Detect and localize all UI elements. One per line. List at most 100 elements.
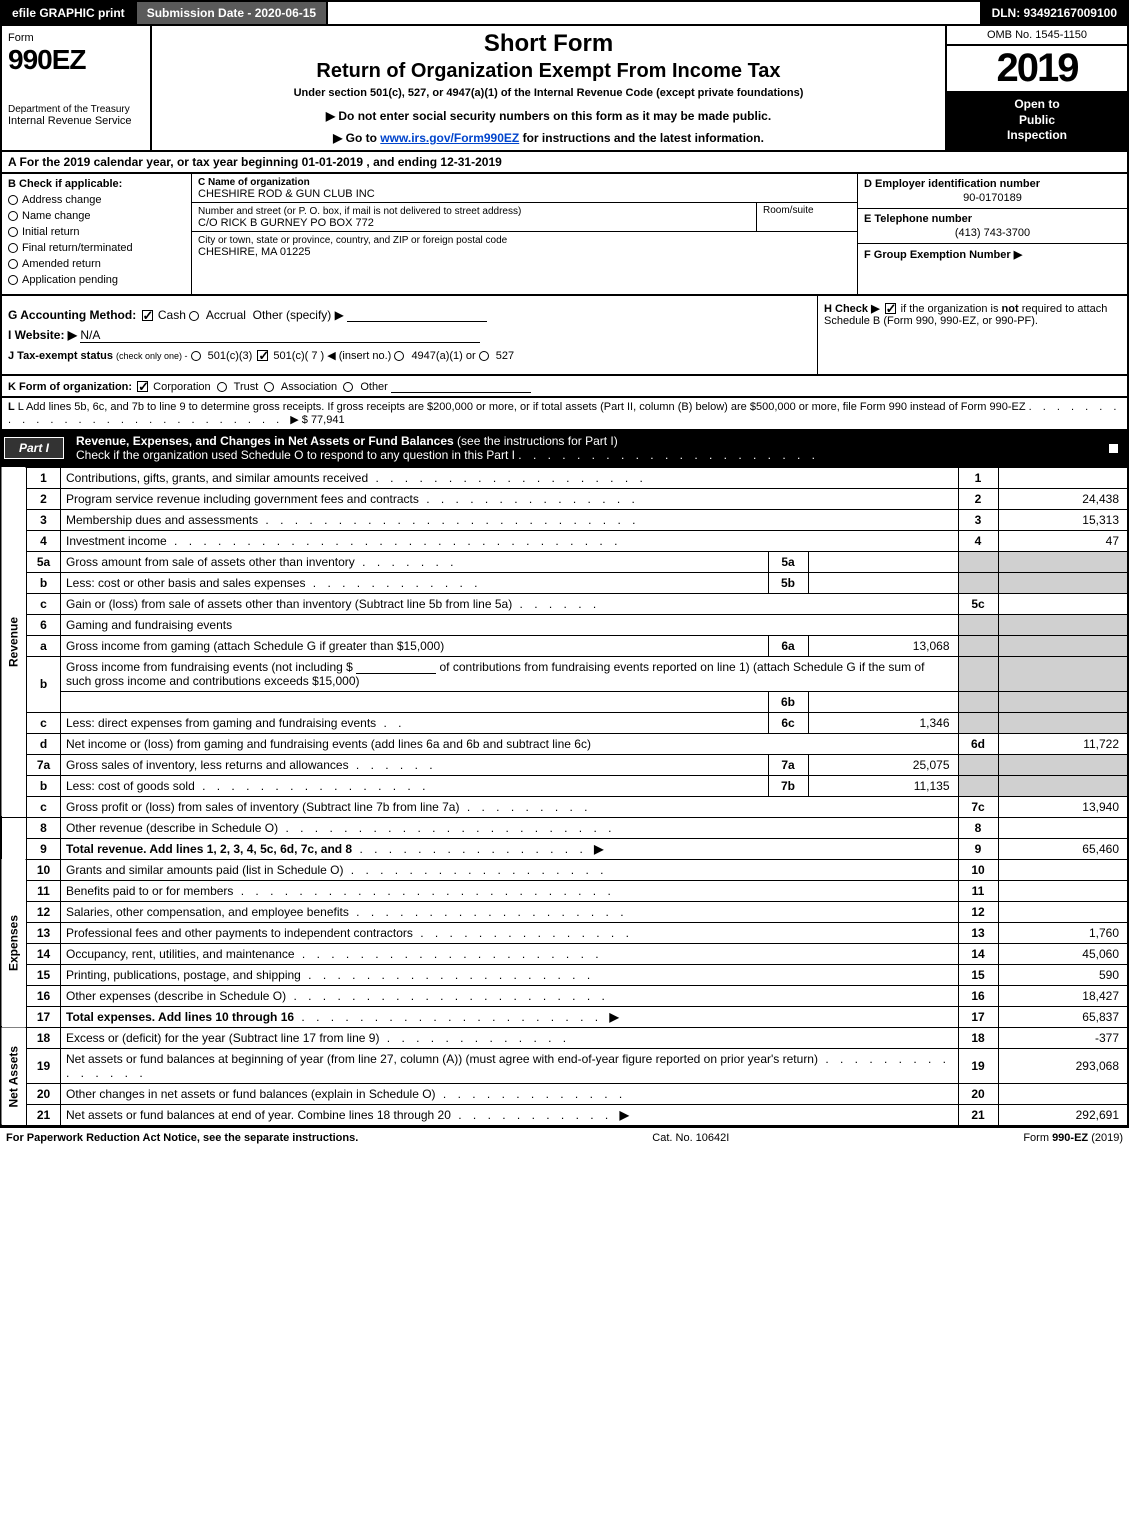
opt-amended-return: Amended return — [22, 258, 101, 270]
chk-initial-return[interactable] — [8, 227, 18, 237]
l20-num: 20 — [27, 1083, 61, 1104]
gh-block: G Accounting Method: Cash Accrual Other … — [0, 296, 1129, 376]
l19-num: 19 — [27, 1048, 61, 1083]
org-address: C/O RICK B GURNEY PO BOX 772 — [198, 217, 374, 229]
k-other-input[interactable] — [391, 379, 531, 393]
l17-amt: 65,837 — [998, 1006, 1128, 1027]
g-label: G Accounting Method: — [8, 308, 136, 322]
k-o3: Association — [281, 381, 337, 393]
submission-date-button[interactable]: Submission Date - 2020-06-15 — [137, 2, 328, 24]
l3-desc: Membership dues and assessments — [66, 513, 258, 527]
opt-application-pending: Application pending — [22, 274, 118, 286]
l6a-mval: 13,068 — [808, 635, 958, 656]
l5a-mval — [808, 551, 958, 572]
chk-address-change[interactable] — [8, 195, 18, 205]
chk-name-change[interactable] — [8, 211, 18, 221]
l14-num: 14 — [27, 943, 61, 964]
section-def: D Employer identification number 90-0170… — [857, 174, 1127, 294]
l6d-desc: Net income or (loss) from gaming and fun… — [61, 733, 959, 754]
chk-assoc[interactable] — [264, 382, 274, 392]
efile-print-button[interactable]: efile GRAPHIC print — [2, 2, 137, 24]
org-city: CHESHIRE, MA 01225 — [198, 246, 311, 258]
opt-initial-return: Initial return — [22, 226, 79, 238]
l17-num: 17 — [27, 1006, 61, 1027]
expenses-sidebar: Expenses — [1, 859, 27, 1027]
l7c-amt: 13,940 — [998, 796, 1128, 817]
l10-num: 10 — [27, 859, 61, 880]
chk-accrual[interactable] — [189, 311, 199, 321]
k-o4: Other — [360, 381, 388, 393]
dln-label: DLN: 93492167009100 — [980, 2, 1127, 24]
chk-other-org[interactable] — [343, 382, 353, 392]
goto-line: ▶ Go to www.irs.gov/Form990EZ for instru… — [162, 131, 935, 145]
l11-amt — [998, 880, 1128, 901]
header-right: OMB No. 1545-1150 2019 Open to Public In… — [947, 26, 1127, 150]
period-begin: 01-01-2019 — [302, 155, 363, 169]
l5c-ref: 5c — [958, 593, 998, 614]
l11-desc: Benefits paid to or for members — [66, 884, 233, 898]
top-bar: efile GRAPHIC print Submission Date - 20… — [0, 0, 1129, 26]
chk-cash[interactable] — [142, 310, 153, 321]
revenue-sidebar: Revenue — [1, 467, 27, 817]
chk-501c[interactable] — [257, 350, 268, 361]
part1-table: Revenue 1 Contributions, gifts, grants, … — [0, 467, 1129, 1127]
form-label: Form — [8, 32, 144, 44]
l10-amt — [998, 859, 1128, 880]
chk-4947[interactable] — [394, 351, 404, 361]
l7a-mid: 7a — [768, 754, 808, 775]
dept-treasury: Department of the Treasury — [8, 104, 144, 115]
l18-num: 18 — [27, 1027, 61, 1048]
l5a-greyamt — [998, 551, 1128, 572]
section-l: L L Add lines 5b, 6c, and 7b to line 9 t… — [0, 398, 1129, 431]
l9-amt: 65,460 — [998, 838, 1128, 859]
chk-527[interactable] — [479, 351, 489, 361]
chk-application-pending[interactable] — [8, 275, 18, 285]
chk-final-return[interactable] — [8, 243, 18, 253]
j-label: J Tax-exempt status — [8, 350, 113, 362]
l7b-mid: 7b — [768, 775, 808, 796]
l5b-mid: 5b — [768, 572, 808, 593]
chk-trust[interactable] — [217, 382, 227, 392]
chk-501c3[interactable] — [191, 351, 201, 361]
c-name-lbl: C Name of organization — [198, 177, 310, 188]
opt-address-change: Address change — [22, 194, 102, 206]
chk-h[interactable] — [885, 303, 896, 314]
g-other-input[interactable] — [347, 308, 487, 322]
l19-ref: 19 — [958, 1048, 998, 1083]
footer-left: For Paperwork Reduction Act Notice, see … — [6, 1132, 358, 1144]
l12-desc: Salaries, other compensation, and employ… — [66, 905, 349, 919]
chk-corp[interactable] — [137, 381, 148, 392]
goto-pre: ▶ Go to — [333, 131, 380, 145]
l5b-desc: Less: cost or other basis and sales expe… — [66, 576, 305, 590]
c-addr-lbl: Number and street (or P. O. box, if mail… — [198, 206, 521, 217]
open-inspection: Open to Public Inspection — [947, 91, 1127, 150]
chk-amended-return[interactable] — [8, 259, 18, 269]
l6c-num: c — [27, 712, 61, 733]
footer-r-post: (2019) — [1088, 1132, 1123, 1144]
topbar-spacer — [328, 2, 979, 24]
footer-r-pre: Form — [1023, 1132, 1052, 1144]
l4-num: 4 — [27, 530, 61, 551]
l6a-mid: 6a — [768, 635, 808, 656]
l21-num: 21 — [27, 1104, 61, 1126]
return-title: Return of Organization Exempt From Incom… — [162, 60, 935, 83]
part1-check-line: Check if the organization used Schedule … — [76, 448, 515, 462]
goto-link[interactable]: www.irs.gov/Form990EZ — [380, 131, 519, 145]
l16-desc: Other expenses (describe in Schedule O) — [66, 989, 286, 1003]
l6b-blank[interactable] — [356, 660, 436, 674]
ghij-left: G Accounting Method: Cash Accrual Other … — [2, 296, 817, 374]
l4-ref: 4 — [958, 530, 998, 551]
part1-note: (see the instructions for Part I) — [457, 434, 618, 448]
section-a-period: A For the 2019 calendar year, or tax yea… — [0, 152, 1129, 174]
chk-schedule-o[interactable] — [1108, 443, 1119, 454]
c-city-lbl: City or town, state or province, country… — [198, 235, 507, 246]
l9-ref: 9 — [958, 838, 998, 859]
l4-amt: 47 — [998, 530, 1128, 551]
h-t2: if the organization is — [901, 303, 1002, 315]
l21-desc: Net assets or fund balances at end of ye… — [66, 1108, 451, 1122]
l5c-amt — [998, 593, 1128, 614]
short-form-title: Short Form — [162, 30, 935, 58]
f-group-lbl: F Group Exemption Number ▶ — [864, 249, 1022, 261]
tax-year: 2019 — [947, 46, 1127, 91]
l17-ref: 17 — [958, 1006, 998, 1027]
